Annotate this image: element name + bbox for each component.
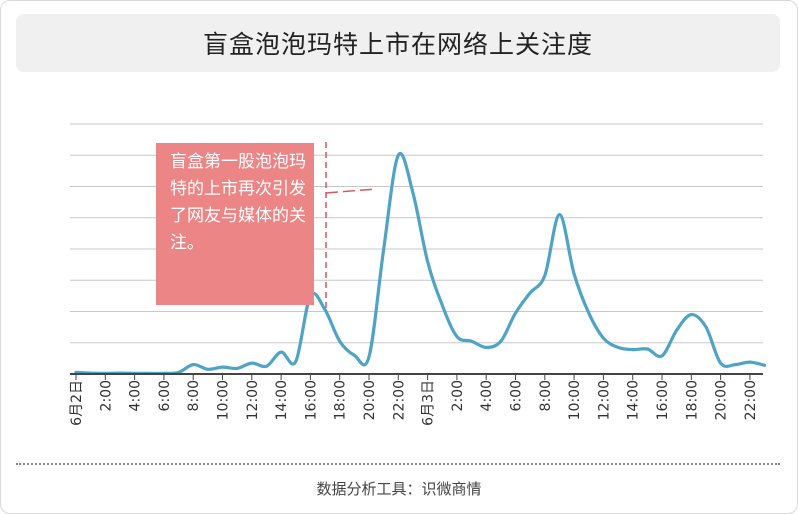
dotted-separator [16, 463, 780, 465]
x-tick-label: 2:00 [450, 380, 466, 411]
annotation-box: 盲盒第一股泡泡玛特的上市再次引发了网友与媒体的关注。 [156, 143, 314, 305]
x-tick-label: 6月3日 [421, 380, 437, 426]
title-bar: 盲盒泡泡玛特上市在网络上关注度 [16, 14, 780, 72]
annotation-text: 盲盒第一股泡泡玛特的上市再次引发了网友与媒体的关注。 [170, 152, 306, 253]
x-tick-label: 10:00 [216, 380, 232, 420]
annotation-connector [325, 142, 377, 310]
x-tick-label: 6:00 [157, 380, 173, 411]
x-tick-label: 22:00 [391, 380, 407, 420]
x-tick-label: 16:00 [303, 380, 319, 420]
x-tick-label: 6:00 [509, 380, 525, 411]
x-axis-tick-labels: 6月2日 2:00 4:00 6:00 8:00 10:00 12:00 14:00 16:00… [69, 380, 759, 426]
x-tick-label: 14:00 [274, 380, 290, 420]
x-tick-label: 8:00 [538, 380, 554, 411]
x-tick-label: 4:00 [128, 380, 144, 411]
x-axis-ticks [75, 374, 751, 380]
x-tick-label: 14:00 [626, 380, 642, 420]
x-tick-label: 18:00 [684, 380, 700, 420]
x-tick-label: 18:00 [333, 380, 349, 420]
x-tick-label: 22:00 [743, 380, 759, 420]
x-tick-label: 12:00 [245, 380, 261, 420]
x-tick-label: 12:00 [596, 380, 612, 420]
x-tick-label: 4:00 [479, 380, 495, 411]
chart-title: 盲盒泡泡玛特上市在网络上关注度 [202, 30, 593, 59]
annotation-pointer-line [325, 188, 377, 194]
series-line [74, 151, 767, 376]
x-tick-label: 8:00 [186, 380, 202, 411]
source-note: 数据分析工具：识微商情 [316, 480, 482, 498]
x-tick-label: 20:00 [714, 380, 730, 420]
x-tick-label: 20:00 [362, 380, 378, 420]
x-tick-label: 16:00 [655, 380, 671, 420]
x-tick-label: 6月2日 [69, 380, 85, 426]
x-tick-label: 10:00 [567, 380, 583, 420]
x-tick-label: 2:00 [98, 380, 114, 411]
